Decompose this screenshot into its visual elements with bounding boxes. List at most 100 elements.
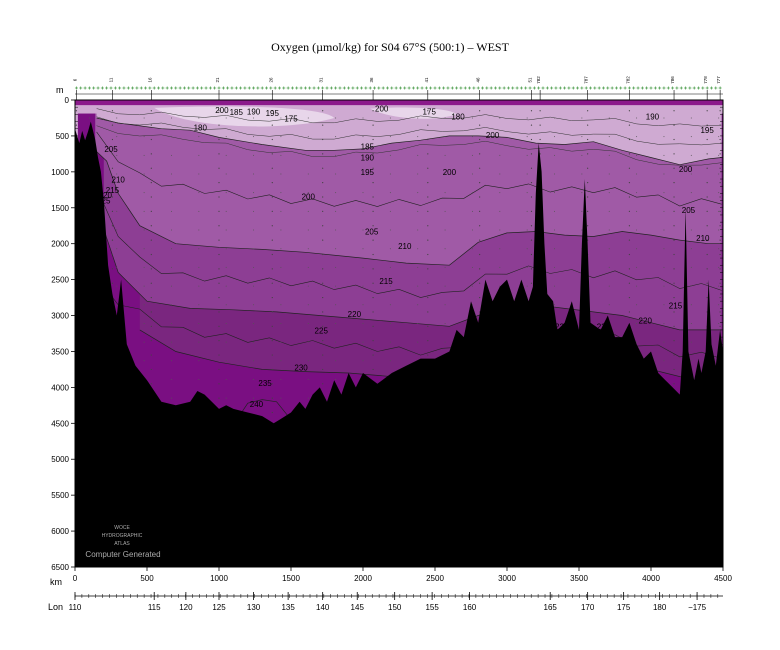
sample-dot xyxy=(170,229,172,231)
sample-dot xyxy=(143,136,145,138)
sample-dot xyxy=(628,138,631,141)
sample-dot xyxy=(218,124,220,126)
sample-dot xyxy=(170,192,172,194)
sample-dot xyxy=(225,154,227,156)
sample-dot xyxy=(335,136,337,138)
sample-dot xyxy=(218,325,220,327)
sample-dot xyxy=(554,154,556,156)
sample-dot xyxy=(372,110,374,112)
sample-dot xyxy=(427,153,429,155)
sample-dot xyxy=(271,296,273,299)
sample-dot xyxy=(143,285,145,287)
fill-surface-layer xyxy=(75,100,723,106)
sample-dot xyxy=(271,282,273,284)
sample-dot xyxy=(170,285,172,287)
sample-dot xyxy=(554,304,556,306)
sample-dot xyxy=(322,138,324,141)
sample-dot xyxy=(417,285,419,287)
sample-dot xyxy=(225,229,227,231)
sample-dot xyxy=(673,296,675,299)
sample-dot xyxy=(673,282,675,284)
contour-label-180: 180 xyxy=(451,113,465,122)
x-tick-label: 4000 xyxy=(642,574,660,583)
sample-dot xyxy=(225,322,227,324)
contour-label-205: 205 xyxy=(682,206,696,215)
sample-dot xyxy=(372,368,374,371)
sample-dot xyxy=(322,124,324,126)
sample-dot xyxy=(322,383,324,385)
sample-dot xyxy=(111,282,114,284)
sample-dot xyxy=(218,225,220,227)
sample-dot xyxy=(719,253,721,256)
sample-dot xyxy=(581,192,583,194)
sample-dot xyxy=(225,378,227,380)
y-tick-label: 3000 xyxy=(51,312,69,321)
sample-dot xyxy=(706,282,708,284)
station-label: 6 xyxy=(72,78,77,81)
sample-dot xyxy=(362,173,364,175)
sample-dot xyxy=(444,210,446,212)
sample-dot xyxy=(111,110,114,112)
sample-dot xyxy=(636,173,638,175)
sample-dot xyxy=(636,248,638,250)
sample-dot xyxy=(372,153,374,155)
sample-dot xyxy=(608,136,610,138)
sample-dot xyxy=(427,239,429,241)
sample-dot xyxy=(719,225,721,227)
sample-dot xyxy=(362,248,364,250)
sample-dot xyxy=(718,117,720,119)
x-tick-label: 2000 xyxy=(354,574,372,583)
station-layer: 6 11 16 21 26 31 36 41 46 51 782 787 782 786 778 777 xyxy=(72,76,723,100)
sample-dot xyxy=(530,253,533,256)
sample-dot xyxy=(663,285,665,287)
lon-tick-label: 180 xyxy=(653,603,667,612)
sample-dot xyxy=(307,173,309,175)
sample-dot xyxy=(362,229,364,231)
sample-dot xyxy=(663,117,665,119)
sample-dot xyxy=(628,239,631,241)
sample-dot xyxy=(690,117,692,119)
sample-dot xyxy=(526,154,528,156)
axes-layer: 0500100015002000250030003500400045005000… xyxy=(48,85,732,612)
sample-dot xyxy=(706,239,708,241)
sample-dot xyxy=(719,153,721,155)
station-label: 31 xyxy=(319,77,324,83)
sample-dot xyxy=(271,340,273,342)
sample-dot xyxy=(526,248,528,250)
sample-dot xyxy=(307,397,309,399)
sample-dot xyxy=(554,192,556,194)
lon-tick-label: 165 xyxy=(544,603,558,612)
sample-dot xyxy=(690,248,692,250)
sample-dot xyxy=(663,341,665,343)
sample-dot xyxy=(170,248,172,250)
contour-label-190: 190 xyxy=(361,153,375,162)
sample-dot xyxy=(335,304,337,306)
contour-label-210: 210 xyxy=(696,234,710,243)
contour-label-195: 195 xyxy=(361,168,375,177)
contour-label-225: 225 xyxy=(315,327,329,336)
sample-dot xyxy=(271,311,273,313)
sample-dot xyxy=(322,167,324,169)
contour-label-225: 225 xyxy=(97,197,111,206)
sample-dot xyxy=(218,354,220,356)
sample-dot xyxy=(389,360,391,362)
y-tick-label: 5500 xyxy=(51,491,69,500)
sample-dot xyxy=(706,296,708,299)
sample-dot xyxy=(280,192,282,194)
sample-dot xyxy=(271,167,273,169)
sample-dot xyxy=(150,383,152,385)
sample-dot xyxy=(706,196,708,198)
sample-dot xyxy=(372,182,374,184)
sample-dot xyxy=(170,322,172,324)
sample-dot xyxy=(718,210,720,212)
sample-dot xyxy=(427,138,429,141)
sample-dot xyxy=(75,124,78,126)
sample-dot xyxy=(628,124,631,126)
sample-dot xyxy=(307,248,309,250)
sample-dot xyxy=(362,285,364,287)
sample-dot xyxy=(673,325,675,327)
sample-dot xyxy=(636,285,638,287)
sample-dot xyxy=(271,397,273,399)
sample-dot xyxy=(554,136,556,138)
